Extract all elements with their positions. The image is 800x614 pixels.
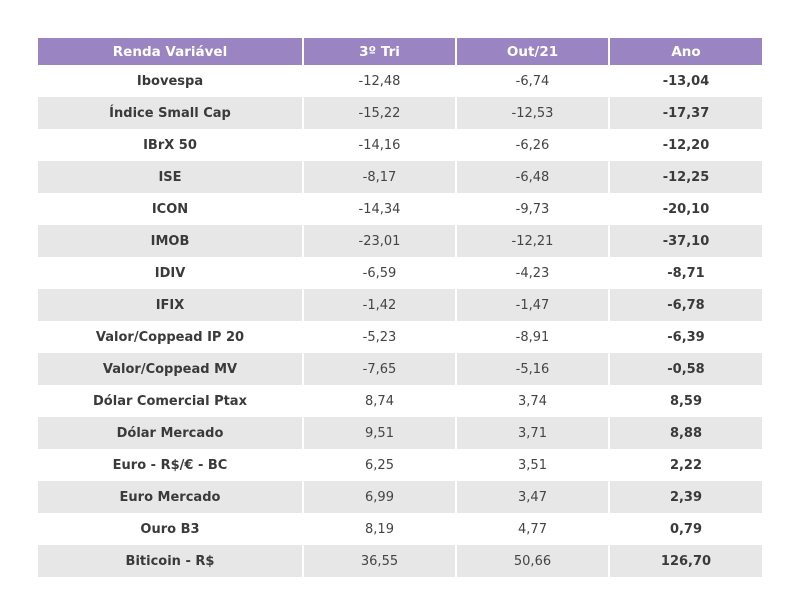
table-row: Valor/Coppead MV -7,65 -5,16 -0,58: [38, 353, 762, 385]
cell-asset-name: Ouro B3: [38, 513, 303, 545]
table-row: ICON -14,34 -9,73 -20,10: [38, 193, 762, 225]
cell-quarter-value: -15,22: [302, 97, 456, 129]
cell-quarter-value: -14,16: [302, 129, 456, 161]
cell-asset-name: Ibovespa: [38, 65, 303, 97]
cell-asset-name: IMOB: [38, 225, 303, 257]
cell-quarter-value: -23,01: [302, 225, 456, 257]
cell-year-value: 0,79: [608, 513, 762, 545]
cell-month-value: 3,74: [455, 385, 609, 417]
cell-asset-name: Dólar Comercial Ptax: [38, 385, 303, 417]
table-row: ISE -8,17 -6,48 -12,25: [38, 161, 762, 193]
cell-asset-name: Valor/Coppead MV: [38, 353, 303, 385]
table-row: IMOB -23,01 -12,21 -37,10: [38, 225, 762, 257]
cell-year-value: 8,59: [608, 385, 762, 417]
cell-asset-name: Valor/Coppead IP 20: [38, 321, 303, 353]
table-row: Valor/Coppead IP 20 -5,23 -8,91 -6,39: [38, 321, 762, 353]
cell-month-value: -6,48: [455, 161, 609, 193]
table-body: Ibovespa -12,48 -6,74 -13,04 Índice Small Ca…: [38, 65, 762, 577]
cell-year-value: -0,58: [608, 353, 762, 385]
table-row: Dólar Comercial Ptax 8,74 3,74 8,59: [38, 385, 762, 417]
cell-asset-name: ICON: [38, 193, 303, 225]
cell-quarter-value: 8,74: [302, 385, 456, 417]
cell-quarter-value: 6,25: [302, 449, 456, 481]
cell-quarter-value: 9,51: [302, 417, 456, 449]
cell-asset-name: IFIX: [38, 289, 303, 321]
table-row: Euro Mercado 6,99 3,47 2,39: [38, 481, 762, 513]
column-header-quarter: 3º Tri: [302, 38, 456, 65]
cell-year-value: -37,10: [608, 225, 762, 257]
cell-quarter-value: 8,19: [302, 513, 456, 545]
cell-quarter-value: -8,17: [302, 161, 456, 193]
table-row: Ouro B3 8,19 4,77 0,79: [38, 513, 762, 545]
cell-month-value: -12,53: [455, 97, 609, 129]
cell-quarter-value: -5,23: [302, 321, 456, 353]
column-header-year: Ano: [608, 38, 762, 65]
cell-month-value: -9,73: [455, 193, 609, 225]
cell-quarter-value: 6,99: [302, 481, 456, 513]
table-row: Ibovespa -12,48 -6,74 -13,04: [38, 65, 762, 97]
cell-year-value: -20,10: [608, 193, 762, 225]
cell-asset-name: Índice Small Cap: [38, 97, 303, 129]
table-row: Euro - R$/€ - BC 6,25 3,51 2,22: [38, 449, 762, 481]
returns-table-container: Renda Variável 3º Tri Out/21 Ano Ibovesp…: [38, 38, 762, 577]
cell-month-value: -8,91: [455, 321, 609, 353]
cell-month-value: -4,23: [455, 257, 609, 289]
column-header-asset: Renda Variável: [38, 38, 303, 65]
cell-quarter-value: -14,34: [302, 193, 456, 225]
cell-asset-name: Dólar Mercado: [38, 417, 303, 449]
cell-year-value: -12,25: [608, 161, 762, 193]
cell-year-value: 126,70: [608, 545, 762, 577]
cell-month-value: -5,16: [455, 353, 609, 385]
table-row: IDIV -6,59 -4,23 -8,71: [38, 257, 762, 289]
cell-asset-name: Biticoin - R$: [38, 545, 303, 577]
cell-asset-name: IDIV: [38, 257, 303, 289]
cell-year-value: -17,37: [608, 97, 762, 129]
cell-quarter-value: -12,48: [302, 65, 456, 97]
cell-year-value: 8,88: [608, 417, 762, 449]
cell-month-value: 3,71: [455, 417, 609, 449]
returns-table: Renda Variável 3º Tri Out/21 Ano Ibovesp…: [38, 38, 762, 577]
header-row: Renda Variável 3º Tri Out/21 Ano: [38, 38, 762, 65]
cell-quarter-value: -7,65: [302, 353, 456, 385]
cell-asset-name: Euro Mercado: [38, 481, 303, 513]
cell-month-value: 50,66: [455, 545, 609, 577]
table-row: Índice Small Cap -15,22 -12,53 -17,37: [38, 97, 762, 129]
cell-month-value: 3,51: [455, 449, 609, 481]
table-row: IFIX -1,42 -1,47 -6,78: [38, 289, 762, 321]
cell-quarter-value: -1,42: [302, 289, 456, 321]
cell-month-value: -6,74: [455, 65, 609, 97]
table-row: Dólar Mercado 9,51 3,71 8,88: [38, 417, 762, 449]
cell-asset-name: ISE: [38, 161, 303, 193]
cell-year-value: 2,22: [608, 449, 762, 481]
cell-month-value: -1,47: [455, 289, 609, 321]
cell-year-value: -8,71: [608, 257, 762, 289]
cell-year-value: -13,04: [608, 65, 762, 97]
cell-quarter-value: 36,55: [302, 545, 456, 577]
table-row: IBrX 50 -14,16 -6,26 -12,20: [38, 129, 762, 161]
cell-month-value: -6,26: [455, 129, 609, 161]
cell-month-value: 3,47: [455, 481, 609, 513]
cell-month-value: 4,77: [455, 513, 609, 545]
cell-quarter-value: -6,59: [302, 257, 456, 289]
table-row: Biticoin - R$ 36,55 50,66 126,70: [38, 545, 762, 577]
cell-year-value: -6,39: [608, 321, 762, 353]
cell-asset-name: Euro - R$/€ - BC: [38, 449, 303, 481]
cell-year-value: -6,78: [608, 289, 762, 321]
cell-year-value: 2,39: [608, 481, 762, 513]
cell-year-value: -12,20: [608, 129, 762, 161]
cell-month-value: -12,21: [455, 225, 609, 257]
cell-asset-name: IBrX 50: [38, 129, 303, 161]
column-header-month: Out/21: [455, 38, 609, 65]
